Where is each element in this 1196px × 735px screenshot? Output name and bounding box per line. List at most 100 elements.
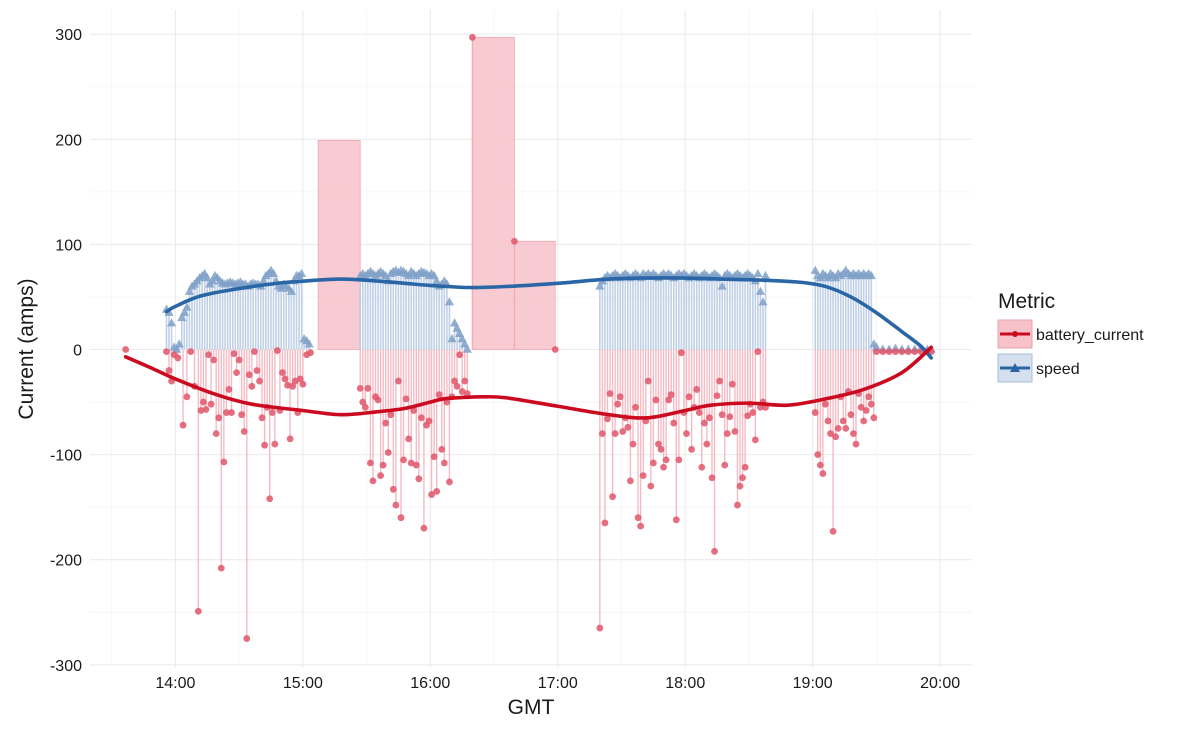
battery-point	[268, 409, 276, 416]
battery-point	[359, 398, 367, 406]
battery-point	[222, 409, 230, 416]
battery-point	[412, 461, 420, 469]
battery-point	[606, 390, 614, 398]
battery-point	[850, 430, 857, 438]
battery-point	[122, 346, 130, 353]
battery-point	[281, 375, 289, 383]
battery-point	[616, 393, 624, 401]
battery-point	[243, 635, 251, 642]
battery-point	[860, 417, 868, 425]
speed-point	[758, 297, 768, 306]
battery-point	[649, 459, 657, 467]
battery-point	[296, 375, 304, 383]
battery-point	[736, 482, 744, 490]
battery-point	[463, 390, 471, 398]
battery-point	[749, 409, 757, 416]
x-tick-label: 19:00	[793, 675, 833, 692]
speed-point	[179, 307, 189, 316]
battery-point	[718, 411, 726, 419]
battery-point	[367, 459, 374, 467]
speed-point	[258, 276, 268, 285]
legend-key-speed-marker	[1010, 363, 1020, 372]
battery-point	[711, 547, 718, 555]
battery-point	[660, 463, 667, 471]
battery-point	[744, 412, 752, 420]
battery-point	[256, 377, 263, 385]
battery-point	[754, 348, 762, 356]
battery-point	[822, 400, 829, 408]
x-tick-label: 18:00	[665, 675, 705, 692]
battery-point	[438, 445, 446, 453]
tick-labels-layer: 300 200 100 0 -100 -200 -300 14:00 15:00 16:00 17:…	[50, 27, 960, 692]
x-tick-label: 16:00	[410, 675, 450, 692]
battery-point	[898, 348, 906, 356]
battery-point	[688, 445, 695, 453]
battery-point	[440, 459, 448, 467]
battery-point	[713, 392, 721, 400]
battery-point	[728, 380, 736, 388]
battery-point	[235, 356, 243, 364]
battery-point	[609, 493, 616, 501]
battery-point	[215, 414, 223, 422]
battery-point	[839, 417, 847, 425]
battery-point	[163, 348, 170, 356]
battery-point	[291, 377, 299, 385]
battery-point	[307, 349, 314, 357]
battery-point	[677, 349, 685, 357]
battery-point	[410, 407, 418, 414]
x-tick-label: 20:00	[920, 675, 960, 692]
battery-point	[356, 385, 364, 392]
battery-point	[741, 463, 749, 471]
battery-point	[721, 461, 729, 469]
battery-point	[402, 395, 410, 403]
battery-point	[639, 472, 647, 480]
battery-point	[614, 400, 622, 408]
speed-point	[177, 312, 187, 322]
battery-point	[187, 348, 195, 356]
battery-point	[361, 403, 369, 411]
speed-point	[717, 281, 727, 290]
speed-point	[172, 344, 182, 353]
battery-point	[731, 428, 739, 435]
battery-point	[200, 398, 207, 406]
battery-point	[253, 367, 261, 374]
speed-point	[753, 268, 763, 278]
battery-point	[652, 396, 660, 404]
grid-layer	[90, 10, 972, 668]
y-tick-label: 100	[55, 237, 82, 254]
battery-point	[624, 423, 632, 431]
battery-charge-block	[514, 240, 556, 350]
battery-point	[299, 380, 307, 388]
y-tick-label: 200	[55, 132, 82, 149]
battery-point	[885, 348, 893, 356]
battery-point	[632, 403, 639, 411]
battery-point	[723, 430, 731, 438]
battery-point	[433, 488, 441, 495]
speed-point	[182, 302, 192, 311]
speed-point	[866, 270, 876, 280]
battery-point	[207, 400, 215, 408]
battery-point	[165, 367, 173, 374]
battery-point	[619, 428, 627, 435]
battery-point	[716, 377, 724, 385]
battery-point	[655, 440, 662, 448]
battery-point	[647, 482, 655, 490]
speed-point	[823, 273, 833, 282]
speed-point	[268, 268, 279, 278]
battery-point	[251, 348, 258, 356]
battery-point	[286, 435, 294, 443]
battery-point	[405, 435, 413, 443]
battery-point	[217, 564, 225, 572]
battery-charge-block	[471, 36, 515, 350]
battery-point	[446, 478, 453, 486]
battery-point	[240, 428, 248, 435]
battery-point	[708, 474, 716, 482]
battery-point	[279, 369, 286, 377]
battery-point	[210, 356, 218, 364]
speed-point	[755, 286, 766, 295]
battery-point	[205, 351, 212, 359]
battery-point	[271, 440, 279, 448]
x-axis-title: GMT	[508, 696, 555, 719]
battery-point	[289, 382, 297, 390]
